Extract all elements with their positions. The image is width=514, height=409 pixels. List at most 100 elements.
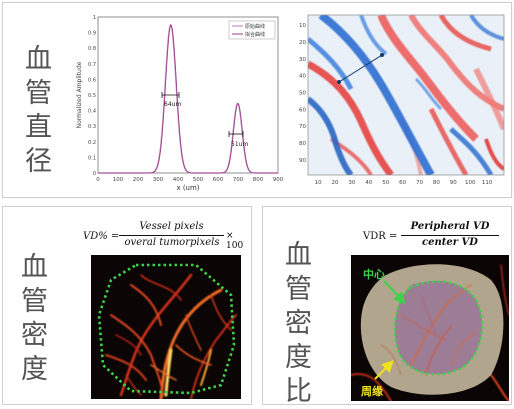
y-tick-label: 0.4	[88, 109, 96, 115]
formula-numerator: Vessel pixels	[139, 221, 204, 232]
formula-lhs: VD% =	[83, 231, 120, 242]
y-tick-label: 0.7	[88, 62, 96, 68]
x-tick-label: 110	[482, 180, 493, 186]
center-arrow	[383, 280, 406, 304]
x-tick-label: 10	[315, 180, 322, 186]
y-tick-label: 0.9	[88, 31, 96, 37]
x-tick-label: 400	[173, 177, 184, 183]
y-tick-label: 10	[299, 23, 306, 29]
x-tick-label: 90	[450, 180, 457, 186]
x-tick-label: 500	[193, 177, 204, 183]
x-tick-label: 100	[465, 180, 476, 186]
vessel-diameter-title: 血 管 直 径	[25, 43, 52, 179]
vessel-density-title: 血 管 密 度	[21, 251, 48, 387]
title-char: 比	[285, 376, 312, 407]
x-tick-label: 200	[133, 177, 144, 183]
y-tick-label: 0.3	[88, 124, 96, 130]
title-char: 血	[25, 44, 52, 75]
y-tick-label: 40	[299, 74, 306, 80]
x-axis-label: x (um)	[176, 184, 199, 192]
vessel-strokes	[308, 15, 504, 175]
title-char: 直	[25, 112, 52, 143]
y-tick-label: 20	[299, 40, 306, 46]
vessel-diameter-panel: 血 管 直 径 0 0.1 0.2 0.3 0.4 0.5 0.6 0.7 0.8 0.9 1 0 1…	[2, 2, 512, 198]
fitted-curve	[98, 24, 278, 174]
diameter-line	[338, 54, 383, 83]
title-char: 血	[21, 252, 48, 283]
diameter-profile-chart: 0 0.1 0.2 0.3 0.4 0.5 0.6 0.7 0.8 0.9 1 0 100 200 300…	[76, 15, 284, 192]
tumor-ratio-image: 中心 周缘	[351, 255, 509, 401]
center-region	[394, 280, 483, 375]
vessel-density-ratio-title: 血 管 密 度 比	[285, 239, 312, 409]
x-tick-label: 100	[113, 177, 124, 183]
title-char: 度	[21, 354, 48, 385]
formula-denominator: center VD	[422, 237, 478, 248]
x-tick-label: 40	[365, 180, 372, 186]
fwhm-label-b: 51um	[231, 141, 248, 148]
fraction-bar	[401, 235, 499, 236]
title-char: 度	[285, 342, 312, 373]
legend-fit: 拟合曲线	[245, 31, 265, 38]
y-tick-label: 0.8	[88, 46, 96, 52]
x-tick-label: 600	[213, 177, 224, 183]
vessel-density-panel: 血 管 密 度 VD% = Vessel pixels overal tumor…	[2, 206, 252, 405]
x-tick-label: 900	[273, 177, 284, 183]
line-endpoint	[337, 80, 341, 84]
y-tick-label: 0.6	[88, 77, 96, 83]
title-char: 血	[285, 240, 312, 271]
y-tick-label: 1	[93, 15, 96, 21]
x-tick-label: 70	[416, 180, 423, 186]
periphery-label: 周缘	[361, 384, 383, 398]
x-tick-label: 0	[96, 177, 100, 183]
center-label: 中心	[363, 267, 385, 281]
formula-suffix: × 100	[226, 231, 244, 251]
legend-raw: 原始曲线	[245, 23, 265, 30]
vessel-network	[105, 273, 237, 399]
center-boundary-dashed	[393, 280, 484, 376]
x-tick-label: 800	[253, 177, 264, 183]
x-tick-label: 20	[332, 180, 339, 186]
image-x-ticks: 10 20 30 40 50 60 70 80 90 100 110	[315, 180, 493, 186]
y-tick-label: 80	[299, 141, 306, 147]
x-tick-label: 300	[153, 177, 164, 183]
background-vessels	[351, 264, 509, 401]
line-endpoint	[380, 53, 384, 57]
tumor-density-image	[91, 255, 241, 399]
y-tick-label: 0	[93, 171, 96, 177]
title-char: 管	[25, 78, 52, 109]
title-char: 管	[21, 286, 48, 317]
fwhm-label-a: 64um	[164, 101, 181, 108]
fraction-bar	[119, 235, 224, 236]
image-frame	[307, 14, 505, 176]
title-char: 径	[25, 146, 52, 177]
plot-frame	[97, 16, 279, 174]
y-tick-label: 0.5	[88, 93, 96, 99]
y-tick-label: 0.2	[88, 140, 96, 146]
vessel-density-ratio-panel: 血 管 密 度 比 VDR = Peripheral VD center VD	[262, 206, 512, 407]
title-char: 密	[21, 320, 48, 351]
x-tick-label: 80	[433, 180, 440, 186]
x-tick-label: 700	[233, 177, 244, 183]
x-tick-label: 50	[382, 180, 389, 186]
y-tick-label: 90	[299, 158, 306, 164]
y-tick-label: 0.1	[88, 155, 96, 161]
x-tick-label: 60	[399, 180, 406, 186]
x-axis-ticks: 0 100 200 300 400 500 600 700 800 900	[96, 177, 283, 183]
periphery-arrow	[374, 360, 394, 380]
title-char: 密	[285, 308, 312, 339]
formula-denominator: overal tumorpixels	[124, 237, 220, 248]
vdr-formula: VDR = Peripheral VD center VD	[363, 221, 508, 259]
y-tick-label: 70	[299, 124, 306, 130]
y-axis-label: Normalized Amplitude	[76, 61, 83, 128]
title-char: 管	[285, 274, 312, 305]
image-background	[91, 255, 241, 399]
y-tick-label: 60	[299, 107, 306, 113]
vd-formula: VD% = Vessel pixels overal tumorpixels ×…	[83, 221, 243, 259]
formula-numerator: Peripheral VD	[410, 221, 490, 232]
y-tick-label: 50	[299, 90, 306, 96]
image-y-ticks: 10 20 30 40 50 60 70 80 90	[299, 23, 306, 164]
inner-vessels	[380, 284, 477, 376]
x-tick-label: 30	[348, 180, 355, 186]
formula-lhs: VDR =	[363, 231, 398, 242]
y-axis-ticks: 0 0.1 0.2 0.3 0.4 0.5 0.6 0.7 0.8 0.9 1	[88, 15, 96, 177]
